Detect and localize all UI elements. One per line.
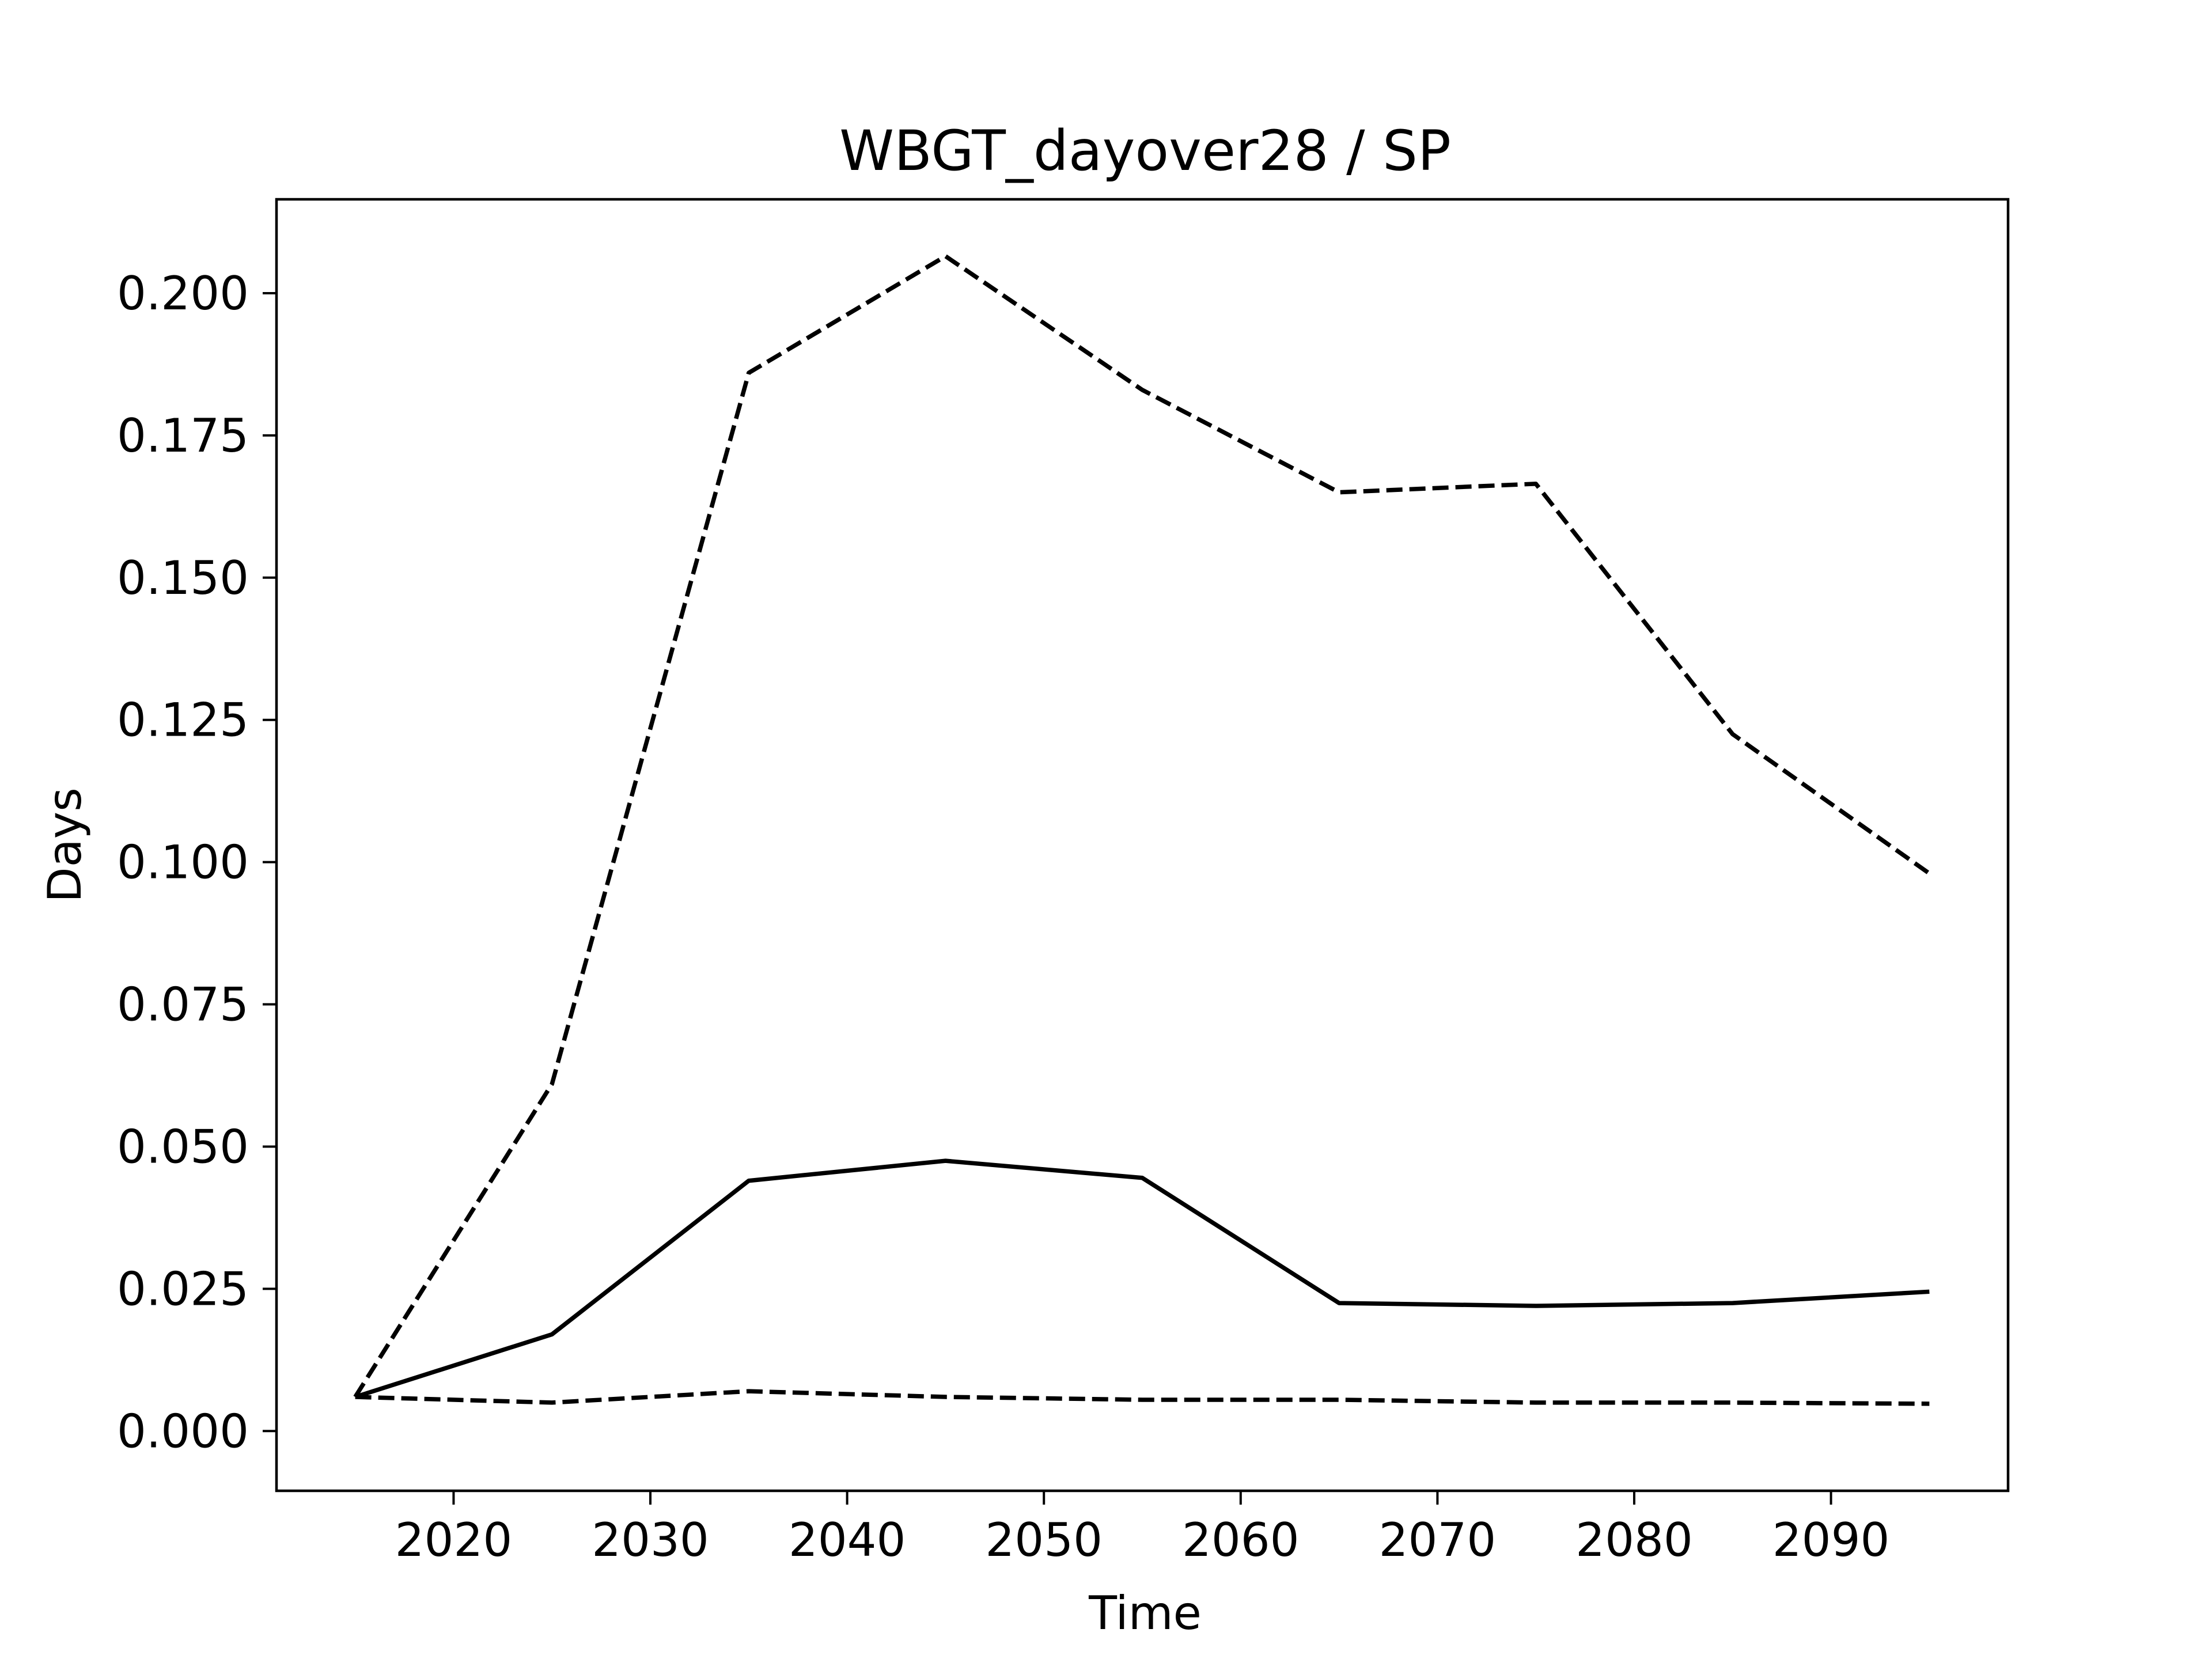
x-tick-label: 2030 <box>592 1513 709 1567</box>
y-tick-label: 0.050 <box>117 1120 249 1173</box>
dashed-series-line-1 <box>353 254 1931 1399</box>
plot-area <box>353 254 1931 1406</box>
y-tick-label: 0.075 <box>117 978 249 1032</box>
x-tick-label: 2040 <box>789 1513 906 1567</box>
y-tick-label: 0.100 <box>117 836 249 889</box>
y-axis-ticks: 0.000 0.025 0.050 0.075 0.100 0.125 0.150 0.175… <box>117 267 276 1458</box>
x-axis-ticks: 2020 2030 2040 2050 2060 2070 2080 2090 <box>395 1491 1890 1567</box>
x-tick-label: 2070 <box>1379 1513 1497 1567</box>
solid-series-line-2 <box>354 1158 1930 1399</box>
plot-frame <box>275 198 2010 1493</box>
chart-title: WBGT_dayover28 / SP <box>839 119 1451 183</box>
x-tick-label: 2020 <box>395 1513 513 1567</box>
y-tick-label: 0.000 <box>117 1404 249 1458</box>
x-tick-label: 2090 <box>1772 1513 1890 1567</box>
y-tick-label: 0.150 <box>117 551 249 605</box>
dashed-series-line-3 <box>355 1389 1930 1406</box>
y-tick-label: 0.025 <box>117 1262 249 1316</box>
x-axis-label: Time <box>1088 1586 1202 1640</box>
x-tick-label: 2060 <box>1182 1513 1300 1567</box>
y-tick-label: 0.175 <box>117 409 249 463</box>
y-axis-label: Days <box>38 787 92 903</box>
x-tick-label: 2050 <box>985 1513 1103 1567</box>
y-tick-label: 0.125 <box>117 694 249 747</box>
y-tick-label: 0.200 <box>117 267 249 320</box>
x-tick-label: 2080 <box>1575 1513 1693 1567</box>
